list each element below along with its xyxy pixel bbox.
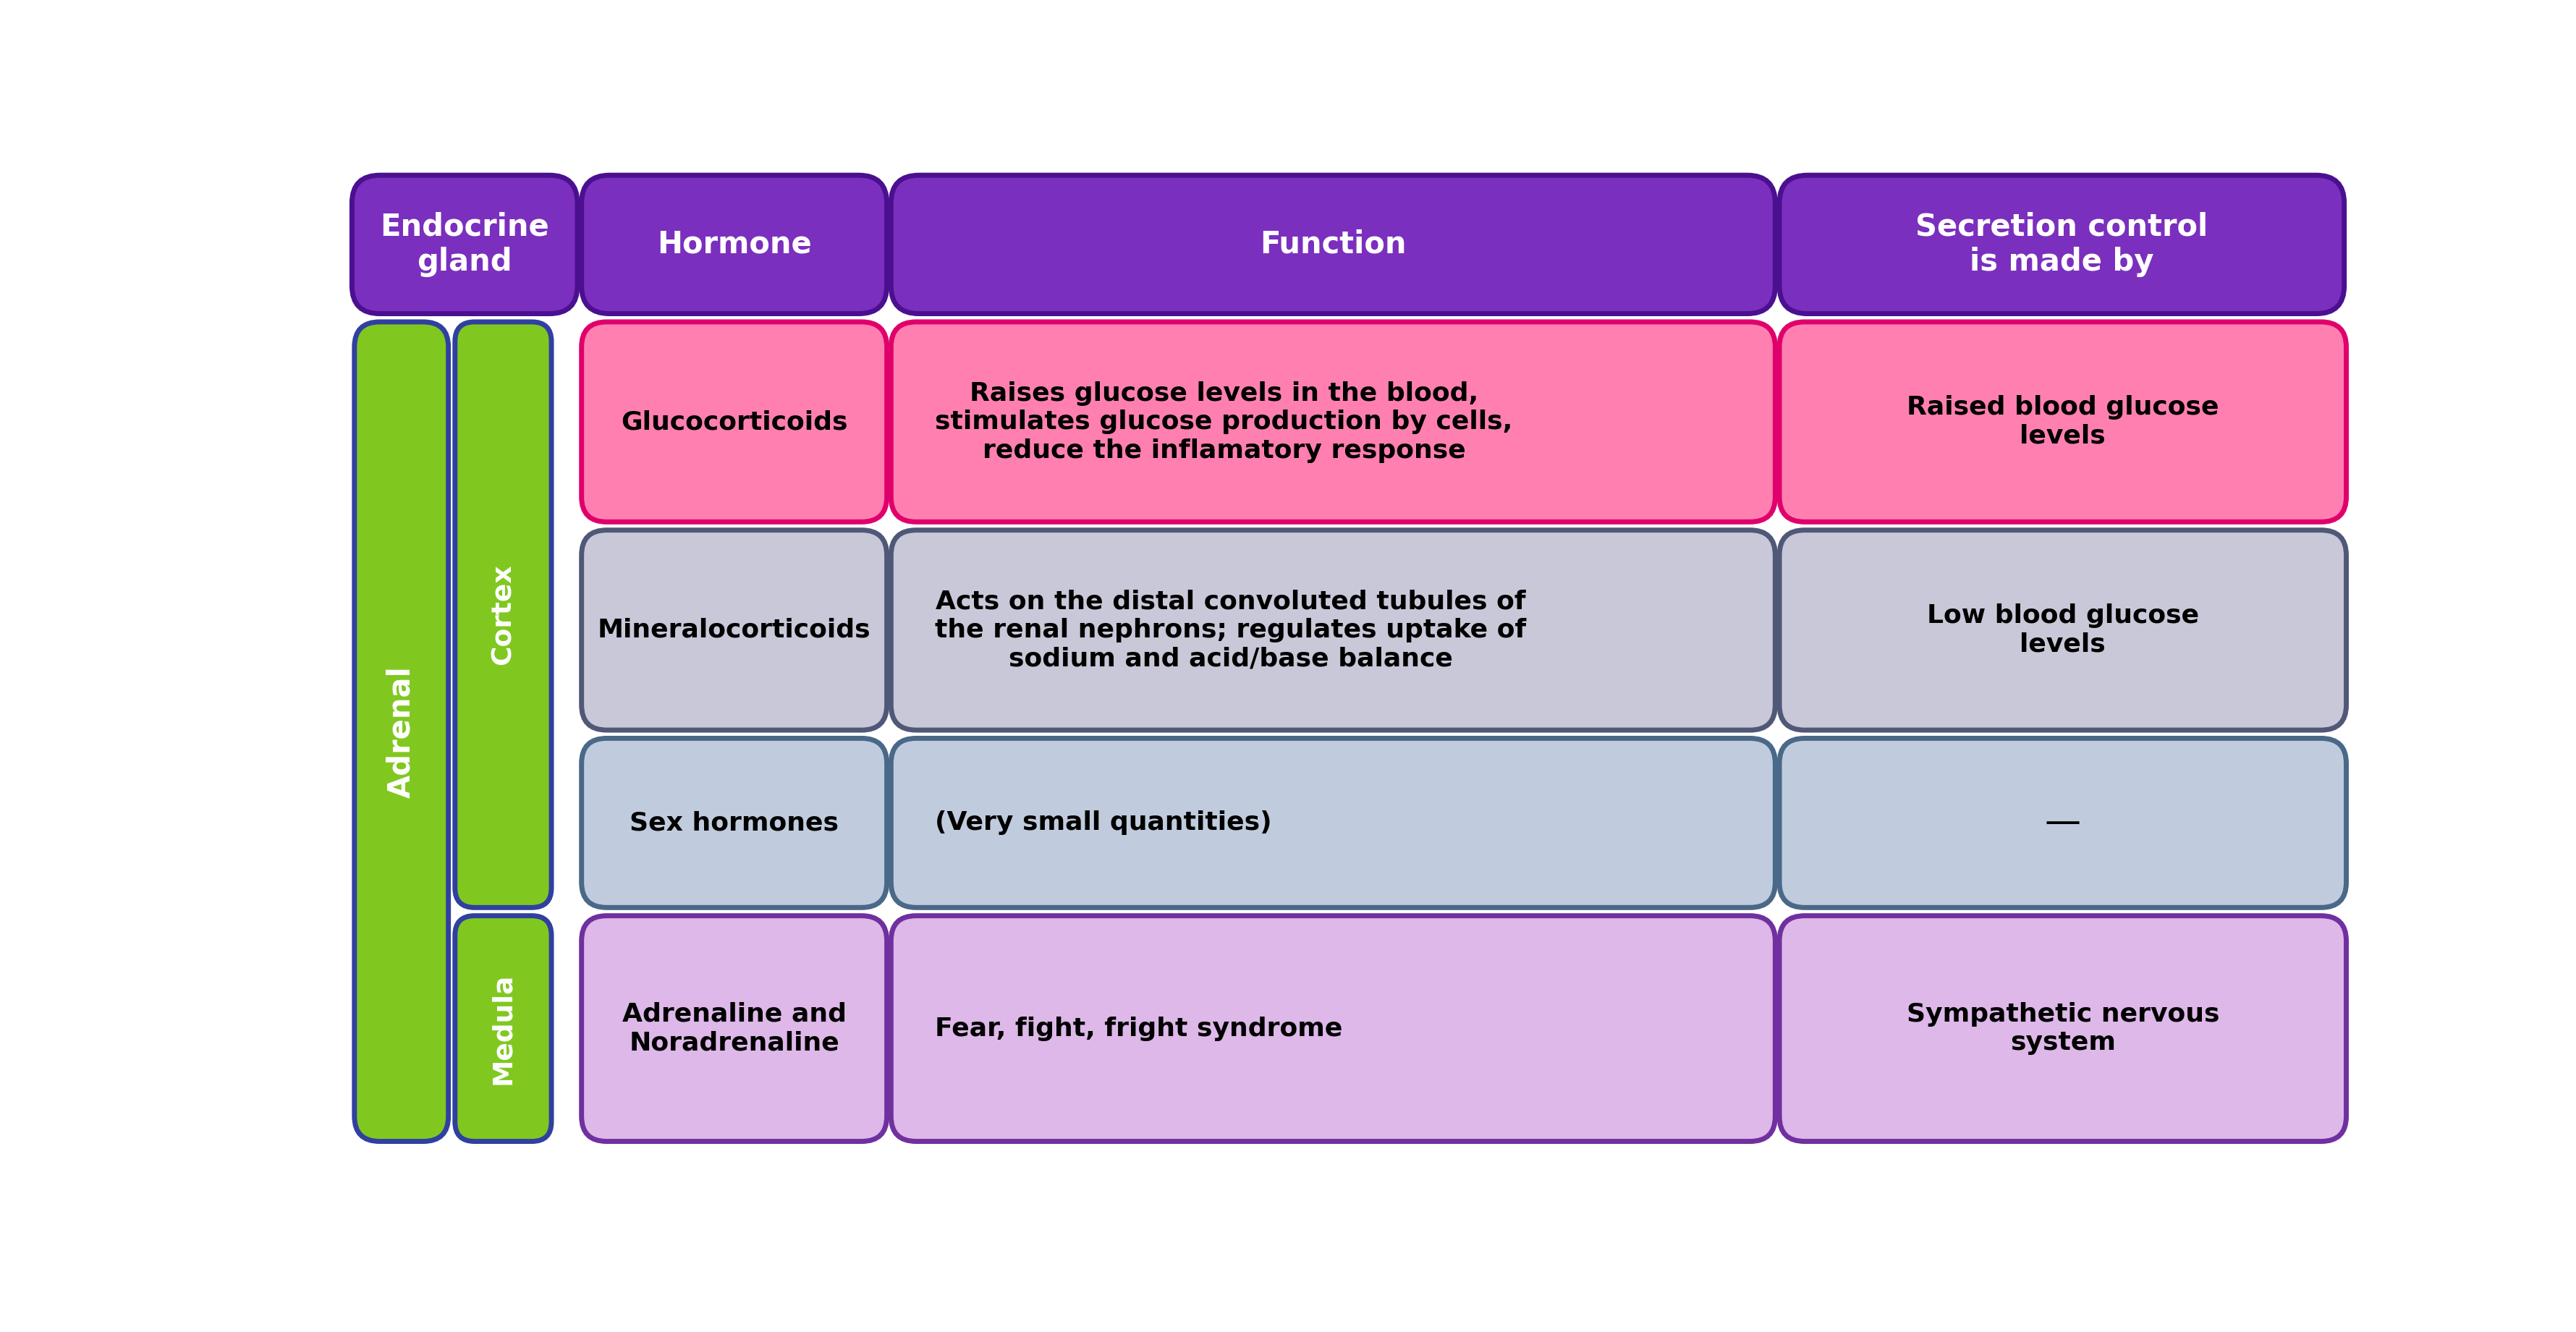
FancyBboxPatch shape — [891, 176, 1775, 314]
Text: Adrenaline and
Noradrenaline: Adrenaline and Noradrenaline — [621, 1002, 848, 1055]
Text: Function: Function — [1260, 229, 1406, 260]
Text: Medula: Medula — [489, 972, 515, 1084]
FancyBboxPatch shape — [582, 915, 886, 1142]
Text: Mineralocorticoids: Mineralocorticoids — [598, 618, 871, 642]
FancyBboxPatch shape — [353, 176, 577, 314]
FancyBboxPatch shape — [355, 322, 448, 1142]
Text: Secretion control
is made by: Secretion control is made by — [1917, 212, 2208, 277]
FancyBboxPatch shape — [1780, 530, 2347, 730]
Text: Adrenal: Adrenal — [386, 666, 417, 798]
FancyBboxPatch shape — [1780, 738, 2347, 907]
FancyBboxPatch shape — [1780, 915, 2347, 1142]
FancyBboxPatch shape — [456, 915, 551, 1142]
FancyBboxPatch shape — [1780, 322, 2347, 522]
Text: Sympathetic nervous
system: Sympathetic nervous system — [1906, 1002, 2221, 1055]
Text: Endocrine
gland: Endocrine gland — [381, 212, 549, 277]
FancyBboxPatch shape — [582, 738, 886, 907]
Text: Glucocorticoids: Glucocorticoids — [621, 410, 848, 434]
Text: Fear, fight, fright syndrome: Fear, fight, fright syndrome — [935, 1016, 1342, 1040]
Text: Raises glucose levels in the blood,
stimulates glucose production by cells,
redu: Raises glucose levels in the blood, stim… — [935, 381, 1512, 462]
FancyBboxPatch shape — [582, 530, 886, 730]
Text: (Very small quantities): (Very small quantities) — [935, 811, 1273, 835]
FancyBboxPatch shape — [891, 915, 1775, 1142]
FancyBboxPatch shape — [891, 322, 1775, 522]
Text: Hormone: Hormone — [657, 229, 811, 260]
FancyBboxPatch shape — [582, 176, 886, 314]
FancyBboxPatch shape — [891, 530, 1775, 730]
FancyBboxPatch shape — [456, 322, 551, 907]
Text: Raised blood glucose
levels: Raised blood glucose levels — [1906, 396, 2218, 449]
Text: Acts on the distal convoluted tubules of
the renal nephrons; regulates uptake of: Acts on the distal convoluted tubules of… — [935, 589, 1528, 671]
Text: Low blood glucose
levels: Low blood glucose levels — [1927, 603, 2200, 657]
Text: Cortex: Cortex — [489, 565, 515, 665]
Text: —: — — [2045, 806, 2081, 840]
FancyBboxPatch shape — [891, 738, 1775, 907]
Text: Sex hormones: Sex hormones — [629, 811, 840, 835]
FancyBboxPatch shape — [582, 322, 886, 522]
FancyBboxPatch shape — [1780, 176, 2344, 314]
